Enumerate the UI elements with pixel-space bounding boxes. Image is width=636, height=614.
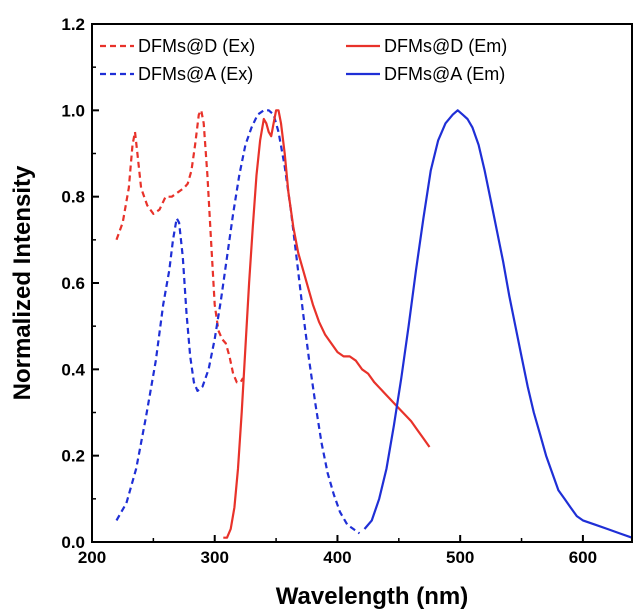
x-tick-label: 200 (78, 548, 106, 567)
y-tick-label: 0.4 (61, 360, 85, 379)
y-axis-title: Normalized Intensity (9, 165, 36, 400)
x-tick-label: 500 (446, 548, 474, 567)
legend-label: DFMs@D (Ex) (138, 36, 255, 56)
series-line-1 (115, 109, 244, 384)
plot-frame (91, 23, 633, 543)
y-tick-label: 0.2 (61, 447, 85, 466)
legend-label: DFMs@D (Em) (384, 36, 507, 56)
x-tick-label: 400 (323, 548, 351, 567)
y-tick-label: 0.0 (61, 533, 85, 552)
series-line-2 (115, 109, 361, 535)
y-tick-label: 1.0 (61, 101, 85, 120)
legend-label: DFMs@A (Ex) (138, 64, 253, 84)
series-line-3 (223, 109, 431, 539)
x-tick-label: 600 (569, 548, 597, 567)
series-layer (115, 109, 633, 539)
ticks-layer: 200 300 400 500 600 0.0 0.2 0.4 0.6 0.8 1.0 1.2 (61, 15, 597, 567)
x-axis-title: Wavelength (nm) (276, 583, 468, 610)
y-tick-label: 0.8 (61, 188, 85, 207)
y-tick-label: 0.6 (61, 274, 85, 293)
series-line-4 (363, 109, 633, 539)
x-tick-label: 300 (201, 548, 229, 567)
legend-label: DFMs@A (Em) (384, 64, 505, 84)
y-tick-label: 1.2 (61, 15, 85, 34)
legend: DFMs@D (Ex) DFMs@D (Em) DFMs@A (Ex) DFMs@A … (100, 36, 507, 84)
